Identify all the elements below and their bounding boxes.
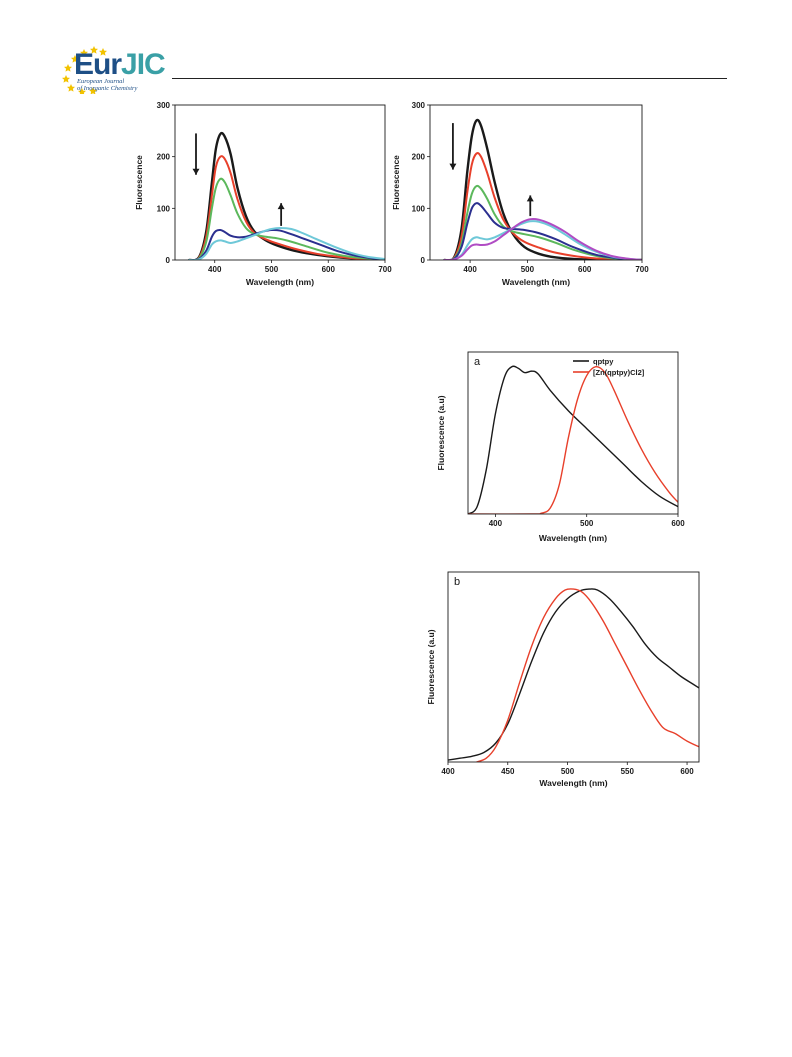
x-tick-label: 400: [208, 265, 222, 274]
header-rule: [172, 78, 727, 79]
y-tick-label: 0: [421, 256, 426, 265]
arrow-head-icon: [192, 168, 200, 175]
chart-panel-b: 400 450 500 550 600 Wavelength (nm) Fluorescen…: [426, 571, 700, 788]
plot-frame: [429, 104, 643, 261]
series-group: [448, 588, 699, 762]
x-tick-label: 400: [463, 265, 477, 274]
x-tick-label: 500: [561, 767, 575, 776]
y-tick-label: 200: [157, 153, 171, 162]
x-tick-label: 700: [378, 265, 392, 274]
logo-jic: JIC: [121, 48, 166, 81]
x-axis-label: Wavelength (nm): [539, 533, 607, 543]
series-line-4: [443, 202, 642, 260]
x-tick-label: 600: [322, 265, 336, 274]
arrow-head-icon: [449, 163, 457, 170]
panel-label: a: [474, 356, 481, 368]
series-line-2: [188, 155, 385, 260]
x-tick-label: 700: [635, 265, 649, 274]
arrow-head-icon: [526, 195, 534, 202]
x-tick-label: 500: [580, 519, 594, 528]
plot-frame: [174, 104, 386, 261]
plot-frame: [447, 571, 700, 763]
x-tick-label: 400: [441, 767, 455, 776]
series-line--zn-qptpy-cl2-: [468, 365, 678, 514]
legend-label: [Zn(qptpy)Cl2]: [593, 368, 645, 377]
logo-wordmark: EurJIC: [74, 48, 166, 81]
series-group: [468, 365, 678, 514]
chart-fluorescence-right: 400 500 600 700 0 100 200 300 Wavelength (nm) Flu…: [391, 101, 649, 287]
x-tick-label: 550: [621, 767, 635, 776]
series-line-1: [448, 588, 699, 761]
journal-logo: EurJIC European Journal of Inorganic Che…: [55, 44, 180, 94]
panel-label: b: [454, 576, 460, 588]
series-line-6: [443, 217, 642, 260]
logo-subtitle: European Journal of Inorganic Chemistry: [77, 78, 137, 92]
y-tick-label: 100: [157, 204, 171, 213]
plot-frame: [467, 351, 679, 515]
series-line-5: [188, 226, 385, 260]
x-axis-label: Wavelength (nm): [539, 778, 607, 788]
series-group: [443, 118, 642, 260]
series-line-qptpy: [468, 365, 678, 514]
series-group: [187, 131, 385, 260]
y-tick-label: 200: [412, 153, 426, 162]
logo-sub-line1: European Journal: [77, 78, 125, 85]
series-line-1: [443, 118, 642, 260]
chart-fluorescence-left: 400 500 600 700 0 100 200 300 Wavelength (nm) Flu…: [134, 101, 392, 287]
x-axis-label: Wavelength (nm): [246, 277, 314, 287]
legend-label: qptpy: [593, 357, 614, 366]
x-tick-label: 600: [578, 265, 592, 274]
arrow-head-icon: [277, 203, 285, 210]
x-tick-label: 400: [489, 519, 503, 528]
y-tick-label: 100: [412, 204, 426, 213]
logo-sub-line2: of Inorganic Chemistry: [77, 85, 138, 92]
chart-panel-a: 400 500 600 Wavelength (nm) Fluorescence (a.…: [436, 351, 685, 543]
x-axis-label: Wavelength (nm): [502, 277, 570, 287]
y-tick-label: 0: [166, 256, 171, 265]
series-line-3: [443, 184, 642, 260]
x-tick-label: 600: [680, 767, 694, 776]
star-ring-icon: [62, 46, 107, 94]
y-axis-label: Fluorescence (a.u): [436, 395, 446, 470]
x-tick-label: 600: [671, 519, 685, 528]
y-axis-label: Fluorescence (a.u): [426, 629, 436, 704]
y-axis-label: Fluorescence: [134, 155, 144, 210]
x-tick-label: 450: [501, 767, 515, 776]
logo-eur: Eur: [74, 48, 122, 81]
series-line-2: [443, 152, 642, 260]
series-line-4: [188, 228, 385, 260]
x-tick-label: 500: [521, 265, 535, 274]
series-line-3: [188, 177, 385, 260]
series-line-2: [475, 588, 699, 762]
x-tick-label: 500: [265, 265, 279, 274]
y-tick-label: 300: [412, 101, 426, 110]
y-axis-label: Fluorescence: [391, 155, 401, 210]
y-tick-label: 300: [157, 101, 171, 110]
